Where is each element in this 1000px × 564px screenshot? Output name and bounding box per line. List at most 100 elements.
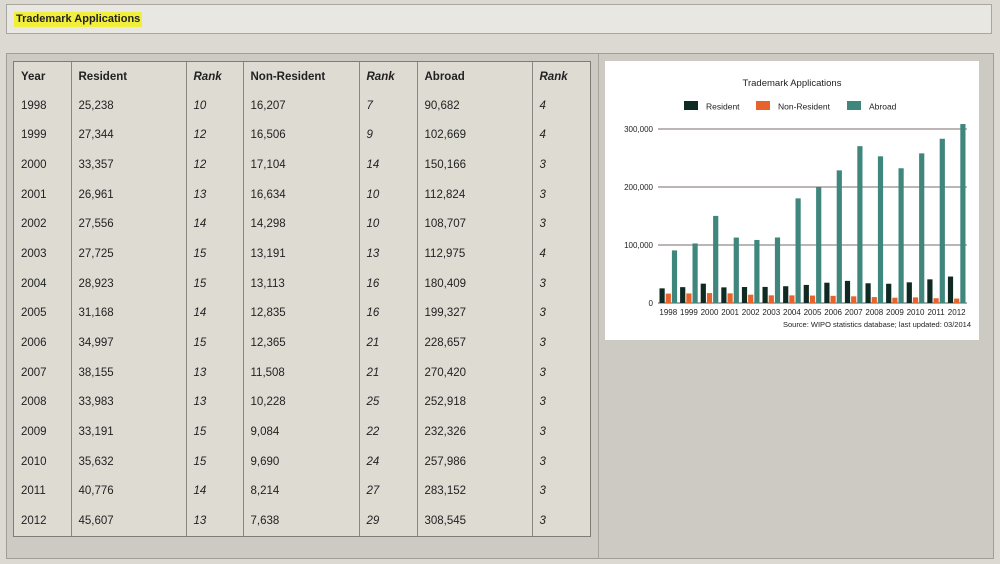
table-cell: 228,657 xyxy=(416,328,532,358)
table-cell: 27,556 xyxy=(70,209,186,240)
table-cell: 29 xyxy=(358,506,417,536)
bar-non-resident-1998 xyxy=(665,293,671,303)
bar-resident-2007 xyxy=(844,280,851,303)
bar-abroad-2005 xyxy=(816,187,822,303)
bar-non-resident-2010 xyxy=(912,297,919,303)
bar-resident-2009 xyxy=(886,283,892,303)
table-cell: 308,545 xyxy=(416,506,532,536)
table-cell: 14,298 xyxy=(242,209,359,240)
table-cell: 27,344 xyxy=(70,120,186,151)
bar-non-resident-2004 xyxy=(789,295,795,303)
bar-abroad-1999 xyxy=(692,243,698,303)
table-cell: 12 xyxy=(185,150,243,180)
bar-abroad-2001 xyxy=(733,237,739,303)
bar-non-resident-2011 xyxy=(933,298,939,303)
bar-resident-2011 xyxy=(927,279,933,303)
bar-non-resident-2012 xyxy=(954,298,960,303)
table-cell: 16,634 xyxy=(242,179,359,210)
table-row: 2007 38,155 13 11,508 21 270,420 3 xyxy=(14,357,590,388)
table-row: 2009 33,191 15 9,084 22 232,326 3 xyxy=(14,417,590,447)
table-row: 2006 34,997 15 12,365 21 228,657 3 xyxy=(14,328,590,358)
table-cell: 232,326 xyxy=(416,417,532,447)
table-cell: 2012 xyxy=(21,515,47,528)
table-cell: 16,506 xyxy=(242,120,359,151)
table-cell: 12,365 xyxy=(242,328,359,358)
bar-abroad-2008 xyxy=(877,156,884,303)
table-header-row: Year Resident Rank Non-Resident Rank Abr… xyxy=(14,62,590,91)
col-header-non-resident-rank: Rank xyxy=(358,62,417,91)
table-cell: 35,632 xyxy=(70,446,186,477)
table-cell: 40,776 xyxy=(70,476,186,507)
table-cell: 9,084 xyxy=(242,417,359,447)
col-header-resident-rank: Rank xyxy=(185,62,243,91)
bar-resident-2010 xyxy=(906,282,912,303)
table-cell: 15 xyxy=(185,417,243,447)
table-cell: 2006 xyxy=(21,337,47,350)
x-tick-label-2006: 2006 xyxy=(824,308,842,317)
legend-label-0: Resident xyxy=(706,102,740,112)
table-cell: 4 xyxy=(531,239,590,269)
table-cell: 2008 xyxy=(21,396,47,409)
legend-label-2: Abroad xyxy=(869,102,897,112)
bar-resident-2000 xyxy=(700,283,706,303)
x-tick-label-2001: 2001 xyxy=(721,308,739,317)
bar-resident-2012 xyxy=(947,276,954,303)
table-row: 2000 33,357 12 17,104 14 150,166 3 xyxy=(14,150,590,180)
table-cell: 12 xyxy=(185,120,243,151)
bar-resident-2003 xyxy=(762,286,768,303)
y-tick-label-1: 100,000 xyxy=(624,241,653,250)
table-cell: 16 xyxy=(358,298,417,329)
bar-non-resident-2009 xyxy=(892,297,898,303)
x-tick-label-2000: 2000 xyxy=(701,308,719,317)
table-cell: 2003 xyxy=(21,248,47,261)
table-cell: 9,690 xyxy=(242,446,359,477)
legend-swatch-2 xyxy=(847,101,861,110)
bar-non-resident-2006 xyxy=(830,295,836,303)
table-cell: 34,997 xyxy=(70,328,186,358)
data-table-container: Year Resident Rank Non-Resident Rank Abr… xyxy=(13,61,591,537)
table-cell: 3 xyxy=(531,150,590,180)
bar-non-resident-2000 xyxy=(706,293,713,303)
bar-abroad-2003 xyxy=(774,237,781,303)
legend-label-1: Non-Resident xyxy=(778,102,831,112)
table-cell: 3 xyxy=(531,357,590,388)
bar-resident-2006 xyxy=(824,282,830,303)
bar-non-resident-1999 xyxy=(686,293,692,303)
table-body: 1998 25,238 10 16,207 7 90,682 4 1999 27,344 12 16… xyxy=(14,91,590,536)
bar-resident-2005 xyxy=(803,284,809,303)
bar-resident-1998 xyxy=(659,288,665,303)
bar-non-resident-2005 xyxy=(809,295,816,303)
table-cell: 252,918 xyxy=(416,387,532,418)
table-cell: 14 xyxy=(358,150,417,180)
bar-abroad-2006 xyxy=(836,170,842,303)
table-row: 2008 33,983 13 10,228 25 252,918 3 xyxy=(14,387,590,418)
table-row: 2005 31,168 14 12,835 16 199,327 3 xyxy=(14,298,590,329)
table-cell: 270,420 xyxy=(416,357,532,388)
bar-abroad-2009 xyxy=(898,168,904,303)
table-cell: 3 xyxy=(531,446,590,477)
bar-abroad-2007 xyxy=(857,146,863,303)
table-cell: 90,682 xyxy=(416,91,532,121)
x-tick-label-2003: 2003 xyxy=(762,308,780,317)
bar-non-resident-2003 xyxy=(768,295,774,303)
bar-resident-1999 xyxy=(680,287,686,303)
table-cell: 2009 xyxy=(21,426,47,439)
title-bar: Trademark Applications xyxy=(6,4,992,34)
table-cell: 16,207 xyxy=(242,91,359,121)
col-header-year: Year xyxy=(21,70,46,83)
col-header-non-resident: Non-Resident xyxy=(242,62,359,91)
table-cell: 3 xyxy=(531,298,590,329)
table-cell: 2010 xyxy=(21,455,47,468)
chart-card: Trademark Applications Resident Non-Reside… xyxy=(605,61,979,340)
x-tick-label-2002: 2002 xyxy=(742,308,760,317)
table-cell: 112,975 xyxy=(416,239,532,269)
table-cell: 2005 xyxy=(21,307,47,320)
table-row: 2003 27,725 15 13,191 13 112,975 4 xyxy=(14,239,590,269)
table-cell: 22 xyxy=(358,417,417,447)
table-cell: 7,638 xyxy=(242,506,359,536)
table-cell: 102,669 xyxy=(416,120,532,151)
table-cell: 11,508 xyxy=(242,357,359,388)
table-cell: 45,607 xyxy=(70,506,186,536)
table-cell: 33,983 xyxy=(70,387,186,418)
table-cell: 112,824 xyxy=(416,179,532,210)
